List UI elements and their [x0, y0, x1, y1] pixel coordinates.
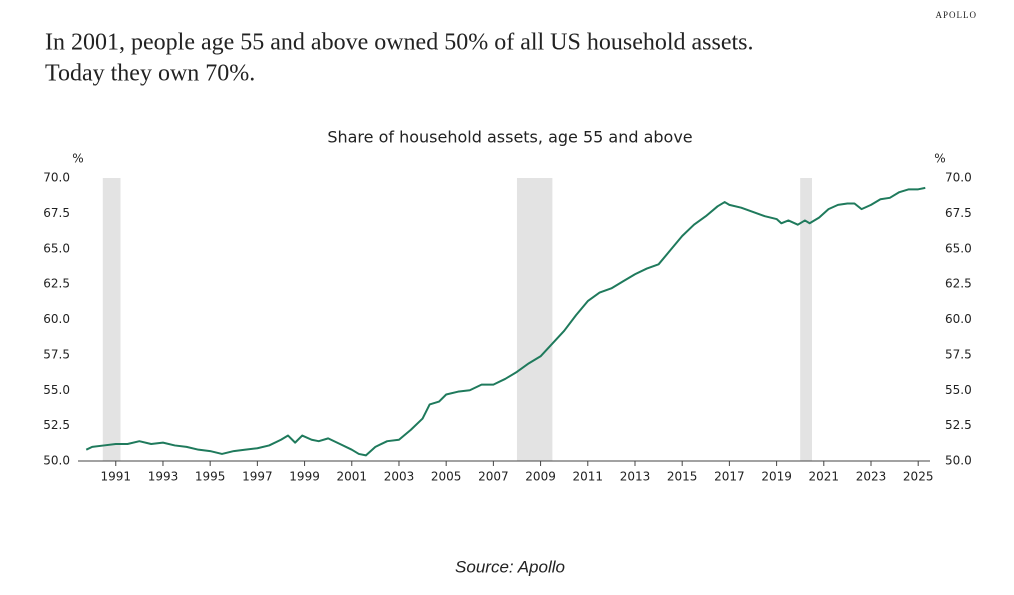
x-tick-label: 2003: [384, 470, 415, 484]
y2-tick-label: 50.0: [945, 454, 972, 468]
y-tick-label: 57.5: [43, 347, 70, 361]
x-tick-label: 1999: [289, 470, 320, 484]
y2-tick-label: 60.0: [945, 312, 972, 326]
y-unit: %: [72, 152, 83, 166]
source: Source: Apollo: [455, 557, 565, 576]
headline: In 2001, people age 55 and above owned 5…: [45, 30, 754, 56]
x-tick-label: 2001: [336, 470, 367, 484]
x-tick-label: 1997: [242, 470, 273, 484]
x-tick-label: 2025: [903, 470, 934, 484]
recession-band: [102, 178, 121, 461]
x-tick-label: 2015: [667, 470, 698, 484]
x-tick-label: 2011: [573, 470, 604, 484]
x-tick-label: 1991: [100, 470, 131, 484]
x-tick-label: 2005: [431, 470, 462, 484]
x-tick-label: 2009: [525, 470, 556, 484]
chart-title: Share of household assets, age 55 and ab…: [327, 128, 692, 147]
x-tick-label: 2023: [856, 470, 887, 484]
y2-unit: %: [934, 152, 945, 166]
brand: APOLLO: [936, 10, 978, 20]
x-tick-label: 2021: [809, 470, 840, 484]
y2-tick-label: 65.0: [945, 241, 972, 255]
x-tick-label: 1995: [195, 470, 226, 484]
y2-tick-label: 70.0: [945, 171, 972, 185]
x-tick-label: 2017: [714, 470, 745, 484]
y2-tick-label: 55.0: [945, 383, 972, 397]
y-tick-label: 70.0: [43, 171, 70, 185]
y-tick-label: 55.0: [43, 383, 70, 397]
y2-tick-label: 57.5: [945, 347, 972, 361]
y-tick-label: 65.0: [43, 241, 70, 255]
x-tick-label: 1993: [148, 470, 179, 484]
x-tick-label: 2019: [761, 470, 792, 484]
x-tick-label: 2007: [478, 470, 509, 484]
y2-tick-label: 62.5: [945, 277, 972, 291]
recession-band: [516, 178, 553, 461]
data-line: [85, 186, 926, 457]
y2-tick-label: 67.5: [945, 206, 972, 220]
y2-tick-label: 52.5: [945, 418, 972, 432]
y-tick-label: 50.0: [43, 454, 70, 468]
y-tick-label: 60.0: [43, 312, 70, 326]
y-tick-label: 67.5: [43, 206, 70, 220]
headline: Today they own 70%.: [45, 61, 255, 87]
y-tick-label: 62.5: [43, 277, 70, 291]
x-tick-label: 2013: [620, 470, 651, 484]
recession-band: [800, 178, 812, 461]
y-tick-label: 52.5: [43, 418, 70, 432]
